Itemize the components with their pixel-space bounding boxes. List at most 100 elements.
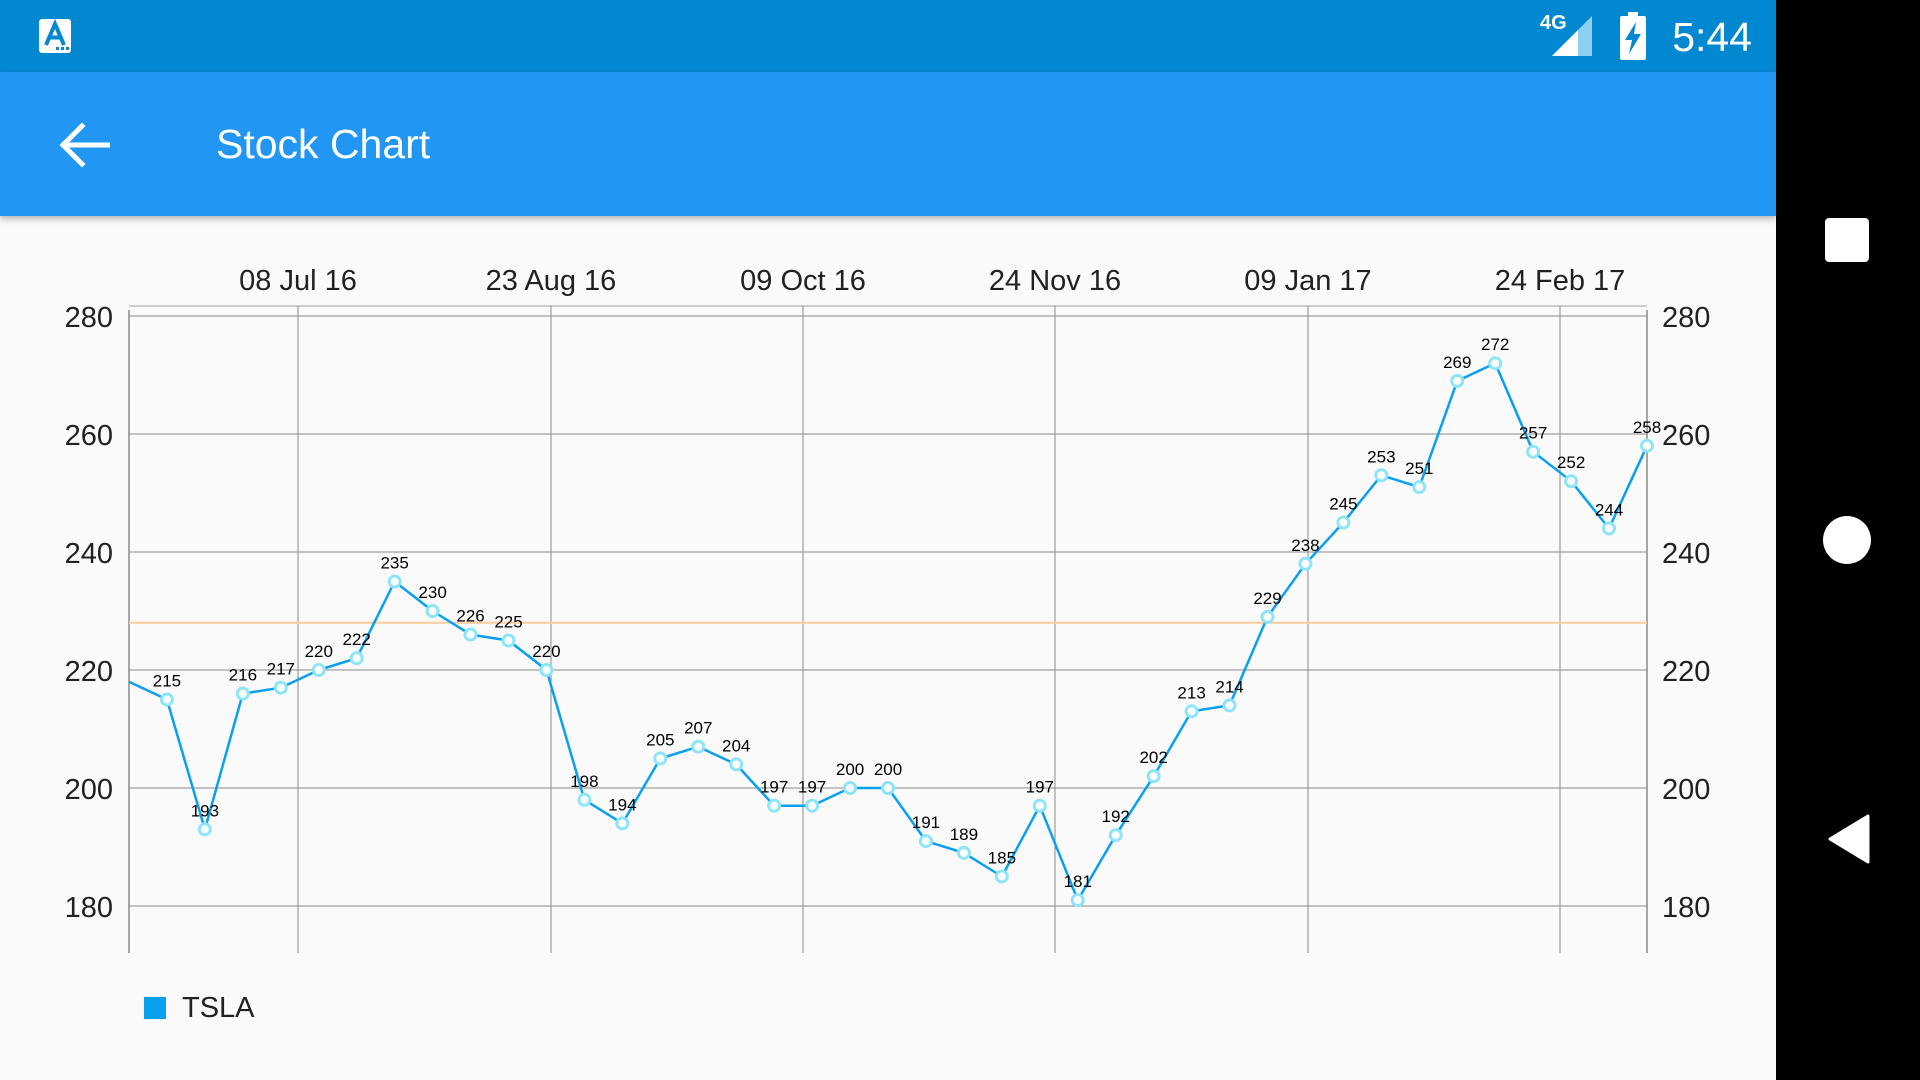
page-title: Stock Chart (216, 72, 430, 216)
data-point (693, 741, 704, 752)
cell-signal-icon (1550, 14, 1594, 58)
y-tick-label-left: 240 (65, 538, 113, 570)
data-label: 216 (229, 666, 257, 685)
data-label: 205 (646, 731, 674, 750)
data-point (237, 688, 248, 699)
data-point (655, 753, 666, 764)
data-point (1186, 706, 1197, 717)
data-label: 198 (570, 772, 598, 791)
data-label: 194 (608, 795, 636, 814)
x-tick-label: 24 Feb 17 (1495, 265, 1626, 297)
data-label: 217 (267, 660, 295, 679)
data-point (465, 629, 476, 640)
circle-icon[interactable] (1822, 515, 1872, 565)
navigation-bar (1776, 0, 1920, 1080)
x-tick-label: 24 Nov 16 (989, 265, 1121, 297)
data-point (275, 682, 286, 693)
back-arrow-icon[interactable] (58, 122, 110, 168)
data-label: 197 (1026, 778, 1054, 797)
data-label: 204 (722, 736, 750, 755)
data-point (1414, 482, 1425, 493)
data-label: 257 (1519, 424, 1547, 443)
data-point (1110, 830, 1121, 841)
legend-swatch (144, 997, 166, 1019)
data-point (541, 665, 552, 676)
data-label: 200 (836, 760, 864, 779)
data-label: 191 (912, 813, 940, 832)
data-point (389, 576, 400, 587)
data-point (427, 606, 438, 617)
data-label: 245 (1329, 495, 1357, 514)
data-label: 197 (798, 778, 826, 797)
legend-label: TSLA (182, 992, 255, 1025)
data-point (351, 653, 362, 664)
battery-charging-icon (1618, 12, 1648, 60)
data-label: 229 (1253, 589, 1281, 608)
data-label: 235 (380, 554, 408, 573)
data-point (769, 800, 780, 811)
status-clock: 5:44 (1672, 0, 1752, 72)
y-tick-label-left: 180 (65, 892, 113, 924)
data-label: 253 (1367, 447, 1395, 466)
data-label: 244 (1595, 500, 1623, 519)
x-tick-label: 08 Jul 16 (239, 265, 357, 297)
data-point (883, 783, 894, 794)
data-point (731, 759, 742, 770)
data-point (845, 783, 856, 794)
y-tick-label-right: 180 (1662, 892, 1710, 924)
data-label: 213 (1177, 683, 1205, 702)
triangle-back-icon[interactable] (1826, 814, 1870, 864)
x-tick-label: 09 Oct 16 (740, 265, 866, 297)
data-label: 222 (343, 630, 371, 649)
data-label: 207 (684, 719, 712, 738)
legend: TSLA (144, 988, 255, 1028)
data-point (1604, 523, 1615, 534)
x-tick-label: 09 Jan 17 (1244, 265, 1371, 297)
data-point (503, 635, 514, 646)
data-label: 189 (950, 825, 978, 844)
data-label: 252 (1557, 453, 1585, 472)
chart-area: 180 180 200 200 220 220 240 240 260 260 280 280 08 J… (0, 216, 1776, 1080)
data-point (807, 800, 818, 811)
data-point (958, 847, 969, 858)
data-label: 230 (418, 583, 446, 602)
data-point (1224, 700, 1235, 711)
y-tick-label-right: 260 (1662, 420, 1710, 452)
data-point (1262, 611, 1273, 622)
data-point (313, 665, 324, 676)
data-label: 192 (1102, 807, 1130, 826)
data-label: 185 (988, 849, 1016, 868)
data-point (1490, 358, 1501, 369)
data-point (1376, 470, 1387, 481)
line-chart: 180 180200 200220 220240 240260 260280 28008 J… (0, 216, 1776, 976)
data-label: 193 (191, 801, 219, 820)
data-point (1528, 446, 1539, 457)
app-bar: Stock Chart (0, 72, 1776, 216)
data-label: 258 (1633, 418, 1661, 437)
data-label: 272 (1481, 335, 1509, 354)
data-label: 220 (305, 642, 333, 661)
data-label: 226 (456, 607, 484, 626)
data-label: 251 (1405, 459, 1433, 478)
data-label: 220 (532, 642, 560, 661)
data-point (1338, 517, 1349, 528)
data-label: 225 (494, 613, 522, 632)
data-label: 215 (153, 672, 181, 691)
x-tick-label: 23 Aug 16 (486, 265, 617, 297)
y-tick-label-right: 220 (1662, 656, 1710, 688)
data-point (199, 824, 210, 835)
data-point (996, 871, 1007, 882)
data-point (1452, 375, 1463, 386)
data-label: 181 (1064, 872, 1092, 891)
data-point (1148, 771, 1159, 782)
data-point (1642, 440, 1653, 451)
data-label: 202 (1139, 748, 1167, 767)
square-icon[interactable] (1823, 216, 1871, 264)
data-label: 269 (1443, 353, 1471, 372)
y-tick-label-left: 280 (65, 302, 113, 334)
y-tick-label-left: 260 (65, 420, 113, 452)
data-point (920, 836, 931, 847)
data-point (579, 794, 590, 805)
data-point (1300, 558, 1311, 569)
y-tick-label-left: 220 (65, 656, 113, 688)
